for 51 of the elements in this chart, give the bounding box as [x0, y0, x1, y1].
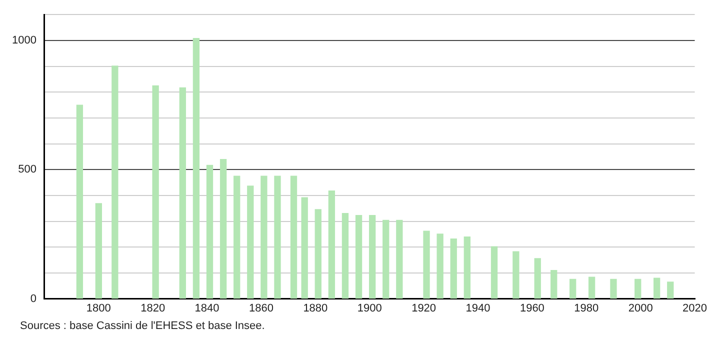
- bar: [382, 220, 390, 299]
- bar: [314, 209, 322, 299]
- y-tick-label: 1000: [12, 34, 36, 46]
- bar: [192, 38, 200, 299]
- bar: [260, 176, 268, 299]
- source-note: Sources : base Cassini de l'EHESS et base Insee.: [20, 320, 265, 332]
- bar: [534, 258, 541, 299]
- bar: [355, 215, 362, 299]
- bar: [667, 282, 674, 299]
- bar: [112, 66, 118, 299]
- x-tick-label: 1860: [248, 302, 274, 314]
- bar: [301, 197, 308, 299]
- bar: [328, 190, 336, 299]
- x-tick-label: 1940: [466, 302, 490, 314]
- y-tick-label: 0: [30, 292, 36, 305]
- bar: [234, 176, 240, 299]
- bar: [634, 278, 642, 299]
- x-tick-label: 1840: [194, 302, 220, 314]
- bar: [464, 236, 470, 299]
- bar: [220, 158, 227, 299]
- bar: [274, 176, 281, 299]
- x-tick-label: 2020: [682, 302, 708, 314]
- bar: [290, 176, 298, 299]
- bar: [450, 238, 457, 299]
- x-tick-label: 2000: [628, 302, 653, 314]
- bar: [342, 212, 349, 299]
- x-tick-label: 1960: [520, 302, 544, 314]
- bar: [76, 104, 84, 299]
- x-tick-label: 1920: [412, 302, 436, 314]
- bar: [570, 278, 576, 299]
- bar: [610, 278, 617, 299]
- bar: [95, 203, 102, 299]
- x-tick-label: 1900: [357, 302, 382, 314]
- y-tick-label: 500: [18, 164, 36, 176]
- bar: [247, 186, 254, 299]
- bar: [179, 87, 186, 299]
- bar: [654, 278, 660, 299]
- bar: [436, 234, 444, 299]
- bar: [423, 230, 430, 299]
- bar: [490, 246, 498, 299]
- bar: [550, 270, 558, 299]
- bar: [588, 276, 596, 299]
- bar: [206, 164, 214, 299]
- bar: [396, 220, 403, 299]
- x-tick-label: 1800: [86, 302, 111, 314]
- x-tick-label: 1820: [140, 302, 166, 314]
- x-tick-label: 1880: [303, 302, 328, 314]
- x-tick-label: 1980: [574, 302, 599, 314]
- bar: [512, 251, 520, 299]
- bar: [368, 215, 376, 299]
- bar: [152, 85, 159, 299]
